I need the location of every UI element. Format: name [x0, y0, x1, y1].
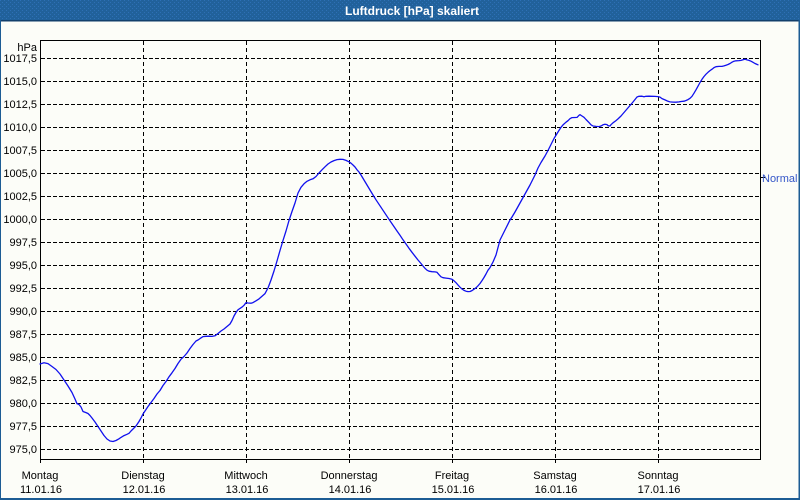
- svg-text:1017,5: 1017,5: [3, 53, 37, 65]
- svg-text:995,0: 995,0: [9, 260, 37, 272]
- svg-text:14.01.16: 14.01.16: [329, 484, 372, 496]
- svg-text:12.01.16: 12.01.16: [123, 484, 166, 496]
- svg-text:11.01.16: 11.01.16: [20, 484, 62, 496]
- svg-text:987,5: 987,5: [9, 329, 37, 341]
- svg-text:17.01.16: 17.01.16: [638, 484, 681, 496]
- svg-text:990,0: 990,0: [9, 306, 37, 318]
- svg-text:1005,0: 1005,0: [3, 168, 37, 180]
- svg-text:1015,0: 1015,0: [3, 76, 37, 88]
- svg-text:Normal: Normal: [762, 173, 797, 185]
- svg-text:982,5: 982,5: [9, 375, 37, 387]
- svg-text:1002,5: 1002,5: [3, 191, 37, 203]
- svg-text:1000,0: 1000,0: [3, 214, 37, 226]
- svg-text:1012,5: 1012,5: [3, 99, 37, 111]
- svg-text:985,0: 985,0: [9, 352, 37, 364]
- svg-text:Dienstag: Dienstag: [121, 470, 164, 482]
- svg-text:16.01.16: 16.01.16: [535, 484, 578, 496]
- svg-text:Mittwoch: Mittwoch: [224, 470, 267, 482]
- svg-text:hPa: hPa: [17, 42, 37, 54]
- svg-text:977,5: 977,5: [9, 421, 37, 433]
- svg-text:975,0: 975,0: [9, 444, 37, 456]
- svg-text:Donnerstag: Donnerstag: [321, 470, 378, 482]
- svg-text:Sonntag: Sonntag: [638, 470, 679, 482]
- svg-text:1007,5: 1007,5: [3, 145, 37, 157]
- svg-text:Freitag: Freitag: [435, 470, 469, 482]
- svg-text:15.01.16: 15.01.16: [432, 484, 475, 496]
- svg-text:992,5: 992,5: [9, 283, 37, 295]
- svg-text:980,0: 980,0: [9, 398, 37, 410]
- svg-text:Montag: Montag: [22, 470, 59, 482]
- svg-text:13.01.16: 13.01.16: [226, 484, 269, 496]
- svg-text:Samstag: Samstag: [533, 470, 576, 482]
- svg-text:997,5: 997,5: [9, 237, 37, 249]
- svg-text:Luftdruck [hPa] skaliert: Luftdruck [hPa] skaliert: [345, 4, 479, 18]
- svg-text:1010,0: 1010,0: [3, 122, 37, 134]
